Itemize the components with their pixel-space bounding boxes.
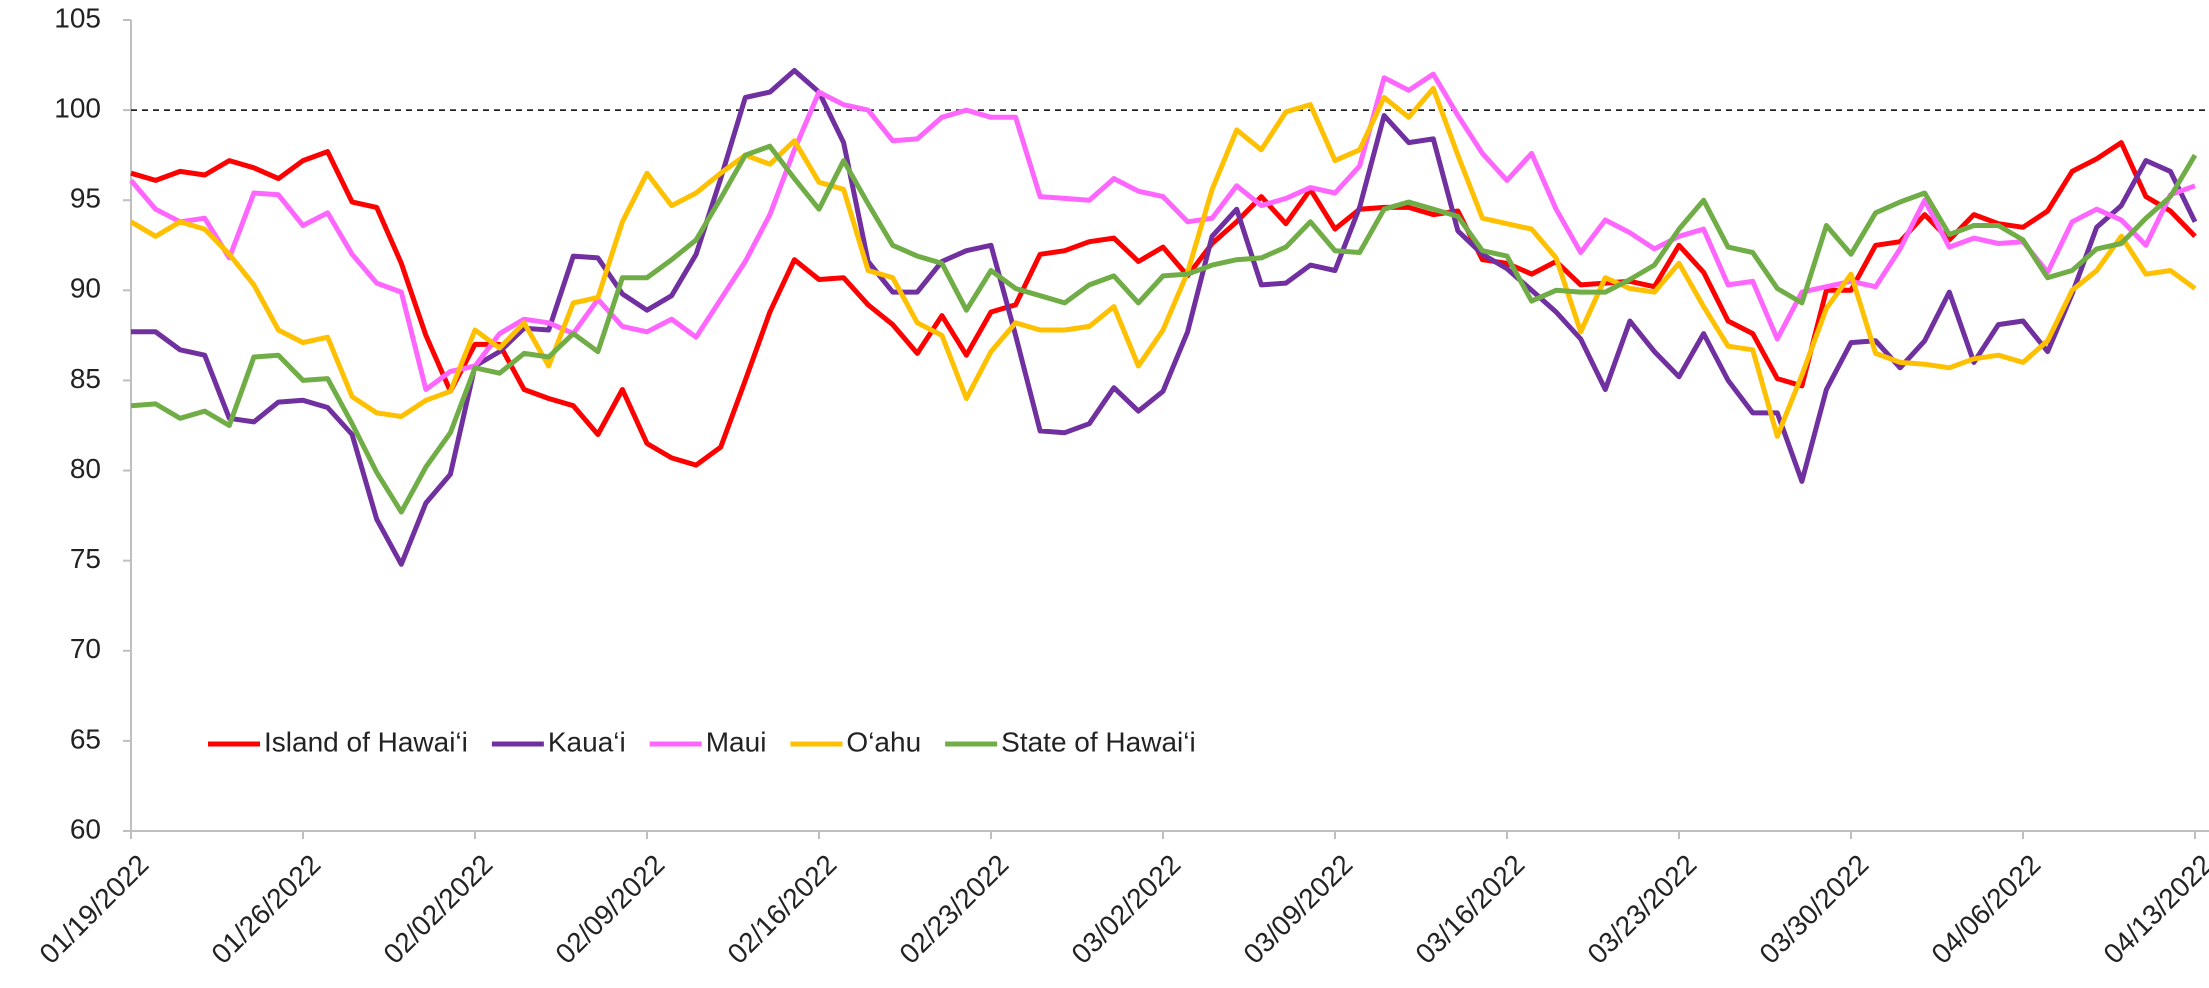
- legend-label: Island of Hawai‘i: [264, 726, 468, 757]
- series-line: [131, 68, 2198, 567]
- series-line: [129, 86, 2197, 439]
- x-tick-label: 02/02/2022: [377, 849, 498, 970]
- y-tick-label: 60: [70, 813, 101, 844]
- x-tick-label: 03/16/2022: [1409, 849, 1530, 970]
- y-tick-label: 95: [70, 183, 101, 214]
- y-tick-label: 80: [70, 453, 101, 484]
- y-tick-label: 90: [70, 273, 101, 304]
- y-tick-label: 85: [70, 363, 101, 394]
- x-tick-label: 01/19/2022: [33, 849, 154, 970]
- x-tick-label: 04/13/2022: [2097, 849, 2209, 970]
- x-tick-label: 04/06/2022: [1925, 849, 2046, 970]
- series-line: [129, 71, 2196, 392]
- x-tick-label: 01/26/2022: [205, 849, 326, 970]
- series-line: [130, 143, 2198, 515]
- legend-label: Maui: [706, 726, 767, 757]
- x-tick-label: 02/23/2022: [893, 849, 1014, 970]
- x-tick-label: 03/23/2022: [1581, 849, 1702, 970]
- x-tick-label: 03/02/2022: [1065, 849, 1186, 970]
- legend-label: O‘ahu: [846, 726, 921, 757]
- x-tick-label: 02/16/2022: [721, 849, 842, 970]
- legend-label: State of Hawai‘i: [1001, 726, 1196, 757]
- x-tick-label: 03/30/2022: [1753, 849, 1874, 970]
- y-tick-label: 100: [54, 93, 101, 124]
- y-tick-label: 105: [54, 2, 101, 33]
- x-tick-label: 02/09/2022: [549, 849, 670, 970]
- series-line: [130, 140, 2197, 468]
- y-tick-label: 65: [70, 723, 101, 754]
- legend-label: Kaua‘i: [548, 726, 626, 757]
- x-tick-label: 03/09/2022: [1237, 849, 1358, 970]
- y-tick-label: 70: [70, 633, 101, 664]
- y-tick-label: 75: [70, 543, 101, 574]
